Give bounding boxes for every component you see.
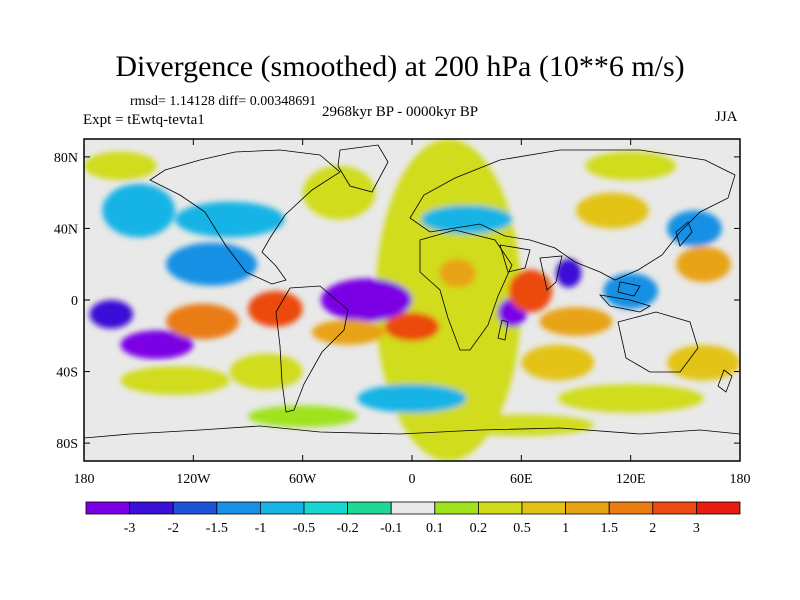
x-tick-label: 60E xyxy=(510,472,533,487)
coastlines xyxy=(84,144,740,439)
y-tick-label: 80S xyxy=(56,437,78,452)
colorbar-swatch xyxy=(434,501,479,515)
stats-text: rmsd= 1.14128 diff= 0.00348691 xyxy=(130,94,317,109)
colorbar-swatch xyxy=(652,501,697,515)
x-tick-label: 180 xyxy=(74,472,95,487)
field-region-29 xyxy=(247,405,358,428)
x-tick-label: 120W xyxy=(176,472,211,487)
colorbar-swatch xyxy=(303,501,348,515)
field-region-32 xyxy=(585,151,677,181)
colorbar-label: 1.5 xyxy=(600,521,618,536)
field-region-13 xyxy=(384,312,440,342)
colorbar-label: 0.2 xyxy=(470,521,488,536)
colorbar-label: -1 xyxy=(255,521,267,536)
field-region-25 xyxy=(175,201,285,238)
colorbar-label: 0.1 xyxy=(426,521,444,536)
x-tick-label: 60W xyxy=(289,472,317,487)
field-region-27 xyxy=(603,273,659,309)
field-region-10 xyxy=(508,269,553,313)
colorbar-label: -3 xyxy=(124,521,136,536)
y-tick-label: 40S xyxy=(56,366,78,381)
field-region-9 xyxy=(102,183,176,238)
colorbar-label: -0.1 xyxy=(380,521,402,536)
chart-title: Divergence (smoothed) at 200 hPa (10**6 … xyxy=(115,50,685,83)
colorbar-label: 3 xyxy=(693,521,700,536)
colorbar-label: -2 xyxy=(167,521,179,536)
field-region-16 xyxy=(539,307,613,336)
period-text: 2968kyr BP - 0000kyr BP xyxy=(322,104,479,120)
colorbar-swatch xyxy=(696,501,741,515)
field-region-8 xyxy=(166,242,258,286)
field-region-17 xyxy=(676,246,731,283)
x-tick-label: 0 xyxy=(409,472,416,487)
colorbar-swatch xyxy=(565,501,610,515)
colorbar-swatch xyxy=(347,501,392,515)
colorbar-swatch xyxy=(390,501,436,515)
colorbar-swatch xyxy=(129,501,174,515)
experiment-text: Expt = tEwtq-tevta1 xyxy=(83,112,205,128)
field-region-11 xyxy=(248,291,303,327)
colorbar-label: -0.5 xyxy=(293,521,315,536)
colorbar-swatch xyxy=(521,501,566,515)
colorbar-swatch xyxy=(477,501,523,515)
field-region-18 xyxy=(576,192,649,229)
field-region-24 xyxy=(557,384,704,413)
field-region-23 xyxy=(120,366,230,395)
plot-area xyxy=(83,138,741,462)
field-region-20 xyxy=(521,344,595,381)
field-region-28 xyxy=(357,384,467,413)
x-tick-label: 120E xyxy=(616,472,646,487)
field-region-21 xyxy=(667,344,740,381)
colorbar-label: 1 xyxy=(562,521,569,536)
colorbar-swatch xyxy=(259,501,305,515)
field-region-30 xyxy=(448,414,595,436)
field-region-26 xyxy=(421,205,513,234)
x-tick-label: 180 xyxy=(730,472,751,487)
colorbar-label: -1.5 xyxy=(206,521,228,536)
field-region-15 xyxy=(311,319,385,345)
colorbar-label: 0.5 xyxy=(513,521,531,536)
y-tick-label: 0 xyxy=(71,294,78,309)
colorbar-swatch xyxy=(172,501,218,515)
colorbar-swatch xyxy=(608,501,654,515)
season-text: JJA xyxy=(715,109,738,125)
field-region-22 xyxy=(229,353,303,390)
field-region-3 xyxy=(120,330,194,360)
field-region-12 xyxy=(166,303,239,340)
field-region-4 xyxy=(89,300,134,329)
field-region-14 xyxy=(439,258,476,288)
colorbar-label: -0.2 xyxy=(337,521,359,536)
field-region-2 xyxy=(320,278,413,322)
field-region-7 xyxy=(667,210,722,247)
y-tick-label: 80N xyxy=(54,151,78,166)
colorbar-swatch xyxy=(85,501,130,515)
colorbar-swatch xyxy=(216,501,261,515)
field-region-6 xyxy=(555,258,582,288)
colorbar-label: 2 xyxy=(649,521,656,536)
y-tick-label: 40N xyxy=(54,222,78,237)
field-region-19 xyxy=(302,165,376,220)
field-region-31 xyxy=(84,151,157,181)
